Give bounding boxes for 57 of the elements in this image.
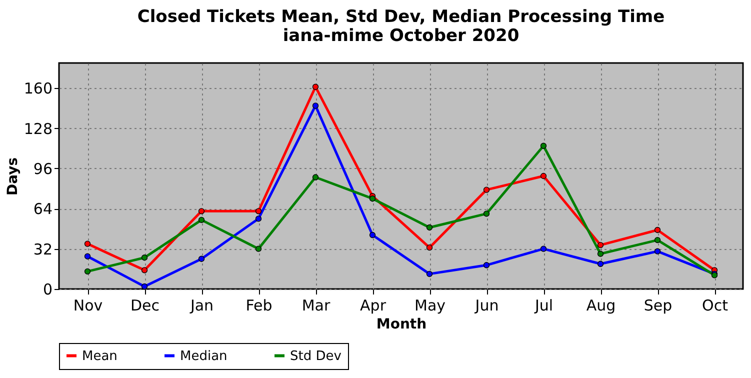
point: [312, 84, 319, 90]
x-tick-label: Oct: [702, 296, 728, 314]
point: [198, 208, 205, 214]
y-tick-label: 32: [33, 240, 52, 258]
y-tick-label: 0: [42, 280, 52, 298]
y-axis-title: Days: [4, 157, 21, 196]
point: [369, 196, 376, 202]
point: [255, 246, 262, 252]
point: [597, 250, 604, 257]
x-tick-label: Feb: [246, 296, 272, 314]
point: [84, 240, 91, 247]
x-tick-label: Jul: [534, 296, 554, 314]
point: [540, 142, 547, 149]
point: [198, 216, 205, 224]
point: [84, 268, 91, 275]
point: [483, 210, 490, 217]
point: [141, 254, 148, 261]
y-tick-label: 128: [24, 120, 52, 138]
point: [312, 174, 319, 180]
chart-title: Closed Tickets Mean, Std Dev, Median Processing Time: [137, 7, 665, 27]
x-tick-label: Jan: [189, 296, 214, 314]
point: [255, 216, 262, 222]
point: [255, 208, 262, 214]
x-tick-label: Dec: [130, 296, 160, 314]
y-tick-label: 64: [33, 200, 52, 218]
legend-label: Mean: [82, 348, 118, 364]
point: [369, 232, 376, 238]
point: [483, 262, 490, 268]
y-tick-label: 96: [33, 160, 52, 178]
point: [426, 270, 433, 278]
point: [654, 236, 661, 244]
point: [654, 248, 661, 254]
x-tick-label: Nov: [73, 296, 103, 314]
chart-subtitle: iana-mime October 2020: [282, 26, 520, 46]
x-tick-label: May: [414, 296, 446, 314]
point: [426, 224, 433, 231]
point: [141, 283, 148, 290]
y-tick-label: 160: [24, 80, 52, 98]
x-tick-label: Mar: [302, 296, 331, 314]
point: [597, 242, 604, 248]
point: [84, 253, 91, 260]
legend-label: Median: [180, 348, 228, 364]
point: [198, 256, 205, 262]
x-tick-label: Jun: [474, 296, 499, 314]
point: [654, 226, 661, 234]
point: [312, 102, 319, 109]
point: [483, 186, 490, 193]
x-axis-title: Month: [376, 316, 427, 332]
point: [426, 244, 433, 251]
legend-label: Std Dev: [290, 348, 342, 364]
x-tick-label: Aug: [586, 296, 616, 314]
point: [540, 246, 547, 252]
point: [540, 172, 547, 180]
point: [597, 260, 604, 267]
point: [141, 267, 148, 274]
x-tick-label: Apr: [360, 296, 387, 314]
x-tick-label: Sep: [644, 296, 672, 314]
